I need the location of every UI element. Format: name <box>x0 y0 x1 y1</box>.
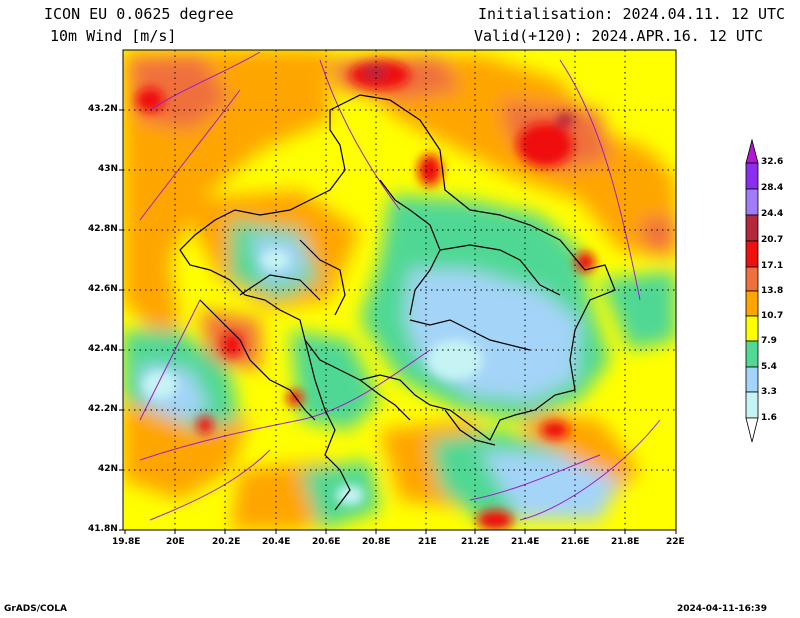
colorbar-min-cap <box>745 417 759 443</box>
colorbar-label: 10.7 <box>761 311 784 321</box>
lat-label: 42.4N <box>88 344 118 354</box>
lon-label: 21.4E <box>511 537 540 547</box>
colorbar-bin <box>745 366 759 393</box>
lat-label: 43N <box>98 164 119 174</box>
lon-label: 20E <box>166 537 185 547</box>
lon-label: 22E <box>666 537 685 547</box>
colorbar <box>745 138 759 443</box>
colorbar-label: 20.7 <box>761 235 784 245</box>
colorbar-label: 32.6 <box>761 157 784 167</box>
colorbar-label: 1.6 <box>761 413 777 423</box>
colorbar-bin <box>745 315 759 342</box>
lat-label: 42.8N <box>88 224 118 234</box>
colorbar-bin <box>745 162 759 190</box>
lat-label: 43.2N <box>88 104 118 114</box>
colorbar-label: 17.1 <box>761 261 784 271</box>
lon-label: 20.4E <box>262 537 291 547</box>
colorbar-max-cap <box>745 138 759 164</box>
colorbar-label: 5.4 <box>761 362 777 372</box>
colorbar-label: 24.4 <box>761 209 784 219</box>
lon-label: 20.8E <box>362 537 391 547</box>
lon-label: 21E <box>418 537 437 547</box>
lat-label: 42.2N <box>88 404 118 414</box>
lon-label: 20.2E <box>212 537 241 547</box>
colorbar-bin <box>745 214 759 242</box>
colorbar-label: 7.9 <box>761 336 777 346</box>
lat-label: 42N <box>98 464 119 474</box>
colorbar-bin <box>745 266 759 292</box>
field-title: 10m Wind [m/s] <box>50 27 177 45</box>
lon-label: 21.2E <box>461 537 490 547</box>
graticule <box>123 50 676 530</box>
init-time: Initialisation: 2024.04.11. 12 UTC <box>478 5 786 23</box>
colorbar-bin <box>745 391 759 419</box>
valid-time: Valid(+120): 2024.APR.16. 12 UTC <box>474 27 763 45</box>
colorbar-bin <box>745 240 759 268</box>
colorbar-label: 13.8 <box>761 286 784 296</box>
colorbar-label: 3.3 <box>761 387 777 397</box>
lat-label: 41.8N <box>88 524 118 534</box>
colorbar-bin <box>745 340 759 368</box>
footer-timestamp: 2024-04-11-16:39 <box>677 604 767 614</box>
lon-label: 21.6E <box>561 537 590 547</box>
lon-label: 20.6E <box>312 537 341 547</box>
lon-label: 21.8E <box>611 537 640 547</box>
colorbar-bin <box>745 188 759 216</box>
colorbar-bin <box>745 290 759 317</box>
colorbar-label: 28.4 <box>761 183 784 193</box>
lat-label: 42.6N <box>88 284 118 294</box>
footer-software: GrADS/COLA <box>4 604 67 614</box>
model-title: ICON EU 0.0625 degree <box>44 5 234 23</box>
lon-label: 19.8E <box>112 537 141 547</box>
